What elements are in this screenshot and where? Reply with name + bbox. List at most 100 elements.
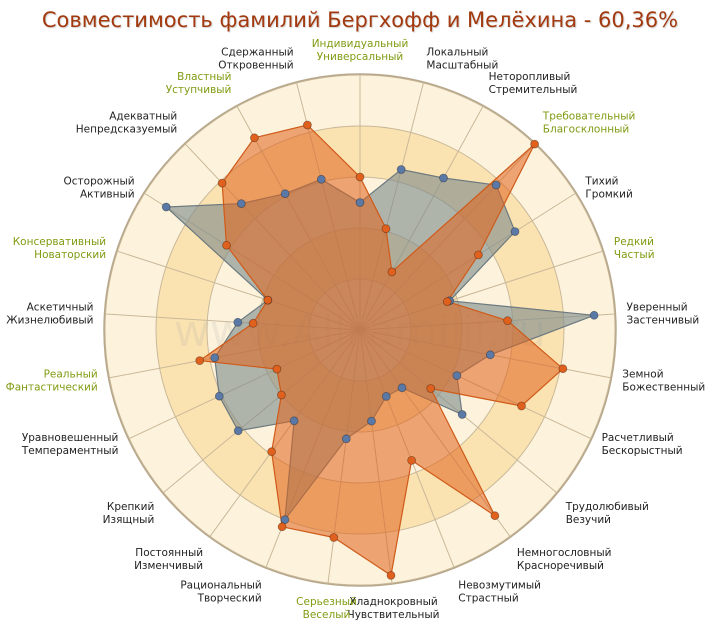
series-1-point-2 (396, 165, 406, 174)
series-2-point-19 (195, 356, 205, 366)
series-1-point-17 (233, 426, 243, 436)
series-1-point-22 (161, 202, 171, 212)
axis-label-1-line-1: Индивидуальный (312, 38, 409, 50)
axis-label-16-line-1: Постоянный (135, 547, 203, 559)
axis-label-5-line-2: Громкий (585, 188, 632, 200)
axis-label-19-line-2: Фантастический (6, 382, 98, 394)
series-1-point-15 (280, 515, 290, 525)
series-2-point-13 (386, 571, 396, 580)
axis-label-19-line-1: Реальный (44, 369, 98, 381)
axis-label-18-line-1: Уравновешенный (22, 432, 119, 444)
axis-label-7-line-1: Уверенный (627, 302, 688, 314)
axis-label-10-line-2: Везучий (566, 514, 611, 526)
series-1-point-8 (485, 350, 495, 360)
axis-label-22-line-1: Осторожный (63, 175, 134, 187)
series-1-point-10 (457, 410, 467, 419)
axis-label-18-line-2: Темпераментный (21, 445, 119, 457)
axis-label-1-line-2: Универсальный (317, 51, 404, 63)
axis-label-5-line-1: Тихий (584, 175, 618, 187)
axis-label-14-line-1: Серьезный (296, 596, 357, 608)
series-1-point-7 (589, 310, 599, 320)
axis-label-9-line-1: Расчетливый (602, 432, 674, 444)
axis-label-23-line-1: Адекватный (109, 110, 177, 122)
axis-label-12-line-2: Страстный (458, 592, 518, 604)
series-2-area (198, 124, 564, 577)
axis-label-21-line-2: Новаторский (34, 249, 106, 261)
series-2-point-11 (490, 511, 500, 521)
axis-label-8-line-2: Божественный (622, 382, 705, 394)
series-2-point-24 (249, 133, 259, 143)
grid-outer-ring (103, 73, 617, 587)
axis-label-10-line-1: Трудолюбивый (565, 501, 649, 513)
series-2-point-3 (387, 267, 397, 277)
axis-label-3-line-2: Стремительный (489, 84, 578, 96)
series-2-point-5 (473, 250, 483, 260)
series-2-point-12 (407, 455, 417, 465)
axis-label-15-line-1: Рациональный (180, 579, 261, 591)
series-1-point-24 (280, 189, 290, 199)
series-1-point-19 (210, 353, 220, 363)
axis-label-6-line-1: Редкий (614, 236, 654, 248)
series-2-point-7 (503, 316, 513, 326)
axis-label-4-line-1: Требовательный (542, 110, 636, 122)
series-2-point-10 (426, 384, 436, 393)
series-2-point-6 (442, 297, 452, 307)
series-2-point-21 (263, 295, 273, 305)
axis-label-14-line-2: Веселый (303, 609, 351, 621)
axis-label-7-line-2: Застенчивый (627, 315, 700, 327)
series-2-point-17 (276, 390, 286, 400)
series-1-point-18 (214, 391, 224, 401)
series-2-point-14 (329, 533, 339, 542)
axis-label-11-line-2: Красноречивый (517, 560, 604, 572)
series-1-point-1 (355, 198, 365, 207)
series-2-point-16 (267, 447, 277, 457)
axis-label-13-line-1: Хладнокровный (349, 596, 438, 608)
axis-label-24-line-2: Уступчивый (166, 84, 232, 96)
series-2-point-22 (222, 240, 231, 250)
axis-label-20-line-2: Жизнелюбивый (6, 315, 93, 327)
series-1-point-9 (452, 371, 462, 381)
chart-title: Совместимость фамилий Бергхофф и Мелёхин… (41, 8, 679, 32)
axis-label-23-line-2: Непредсказуемый (76, 123, 177, 135)
series-2-point-25 (302, 120, 312, 130)
series-1-point-13 (367, 416, 376, 426)
axis-label-20-line-1: Аскетичный (27, 302, 94, 314)
axis-label-21-line-1: Консервативный (13, 236, 106, 248)
series-1-point-5 (510, 227, 520, 237)
series-2-point-9 (517, 401, 526, 411)
series-1-point-11 (397, 383, 407, 393)
series-2-point-23 (217, 178, 227, 188)
axis-label-12-line-1: Невозмутимый (458, 579, 541, 591)
axis-label-16-line-2: Изменчивый (134, 560, 203, 572)
series-1-point-12 (381, 391, 391, 401)
axis-label-11-line-1: Немногословный (517, 547, 612, 559)
series-2-point-18 (272, 364, 282, 374)
axis-label-25-line-2: Откровенный (218, 59, 293, 71)
series-2-point-4 (530, 139, 539, 149)
series-1-point-14 (341, 434, 351, 444)
axis-label-17-line-1: Крепкий (107, 501, 154, 513)
series-1-point-20 (233, 317, 243, 327)
axis-label-9-line-2: Бескорыстный (602, 445, 683, 457)
axis-label-4-line-2: Благосклонный (543, 123, 629, 135)
series-2-point-15 (277, 522, 287, 532)
series-1-point-23 (236, 199, 246, 209)
axis-label-8-line-1: Земной (622, 369, 663, 381)
series-2-point-2 (381, 224, 391, 234)
series-1-point-3 (439, 173, 448, 183)
axis-label-25-line-1: Сдержанный (221, 46, 293, 58)
axis-label-24-line-1: Властный (177, 71, 231, 83)
axis-label-15-line-2: Творческий (197, 592, 262, 604)
series-1-point-25 (316, 174, 326, 184)
axis-label-17-line-2: Изящный (103, 514, 155, 526)
axis-label-22-line-2: Активный (80, 188, 135, 200)
axis-label-6-line-2: Частый (614, 249, 655, 261)
axis-label-13-line-2: Чувствительный (348, 609, 440, 621)
axis-label-2-line-2: Масштабный (426, 59, 498, 71)
series-2-point-20 (248, 318, 258, 328)
axis-label-3-line-1: Неторопливый (489, 71, 571, 83)
series-2-point-1 (355, 172, 365, 182)
series-1-point-4 (491, 180, 501, 190)
